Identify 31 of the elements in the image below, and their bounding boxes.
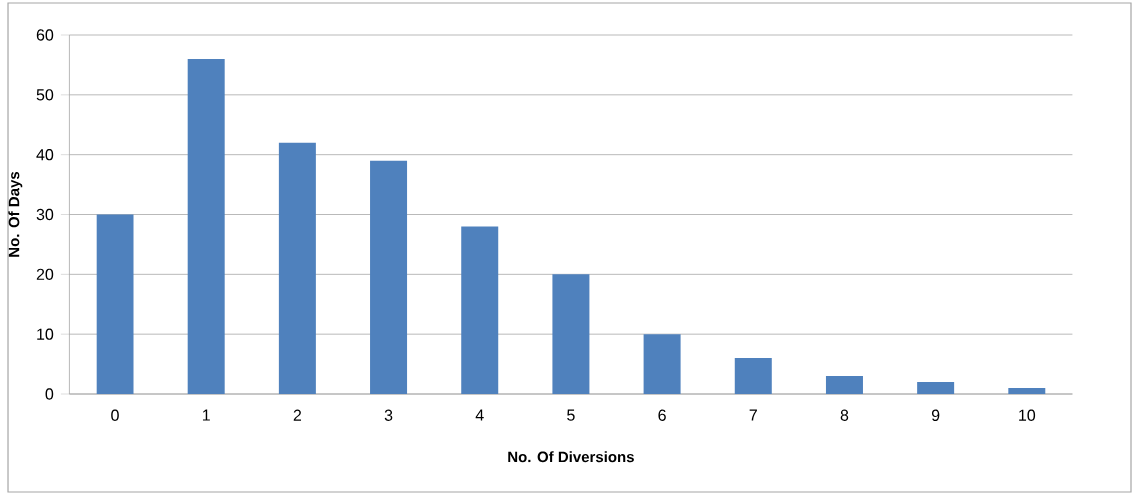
x-axis-title: No. Of Diversions [508, 451, 634, 463]
x-tick-label: 3 [384, 409, 393, 421]
x-tick-label: 0 [111, 409, 119, 421]
y-tick-label: 60 [36, 29, 54, 41]
bar [96, 214, 134, 394]
x-tick-label: 7 [749, 409, 757, 421]
x-tick-label: 6 [658, 409, 666, 421]
x-tick-label: 10 [1019, 409, 1036, 421]
x-tick-label: 8 [840, 409, 849, 421]
y-tick-label: 50 [36, 89, 54, 101]
y-tick-label: 40 [36, 149, 54, 161]
bar [370, 160, 408, 394]
x-tick-label: 5 [567, 409, 575, 421]
bar [278, 142, 316, 394]
bar [461, 226, 499, 394]
x-tick-label: 1 [202, 409, 210, 421]
y-tick-label: 20 [36, 268, 54, 280]
bar [1008, 388, 1046, 394]
y-axis-title: No. Of Days [8, 171, 23, 257]
x-tick-label: 4 [475, 409, 484, 421]
bar [187, 58, 225, 394]
x-tick-label: 9 [931, 409, 940, 421]
bar [917, 382, 955, 394]
bar [734, 358, 772, 394]
bar [825, 376, 863, 394]
y-tick-label: 0 [45, 388, 54, 400]
bar [552, 274, 590, 394]
y-tick-label: 30 [36, 208, 54, 221]
bar [643, 334, 681, 394]
x-tick-label: 2 [293, 409, 302, 421]
y-tick-label: 10 [37, 328, 54, 340]
